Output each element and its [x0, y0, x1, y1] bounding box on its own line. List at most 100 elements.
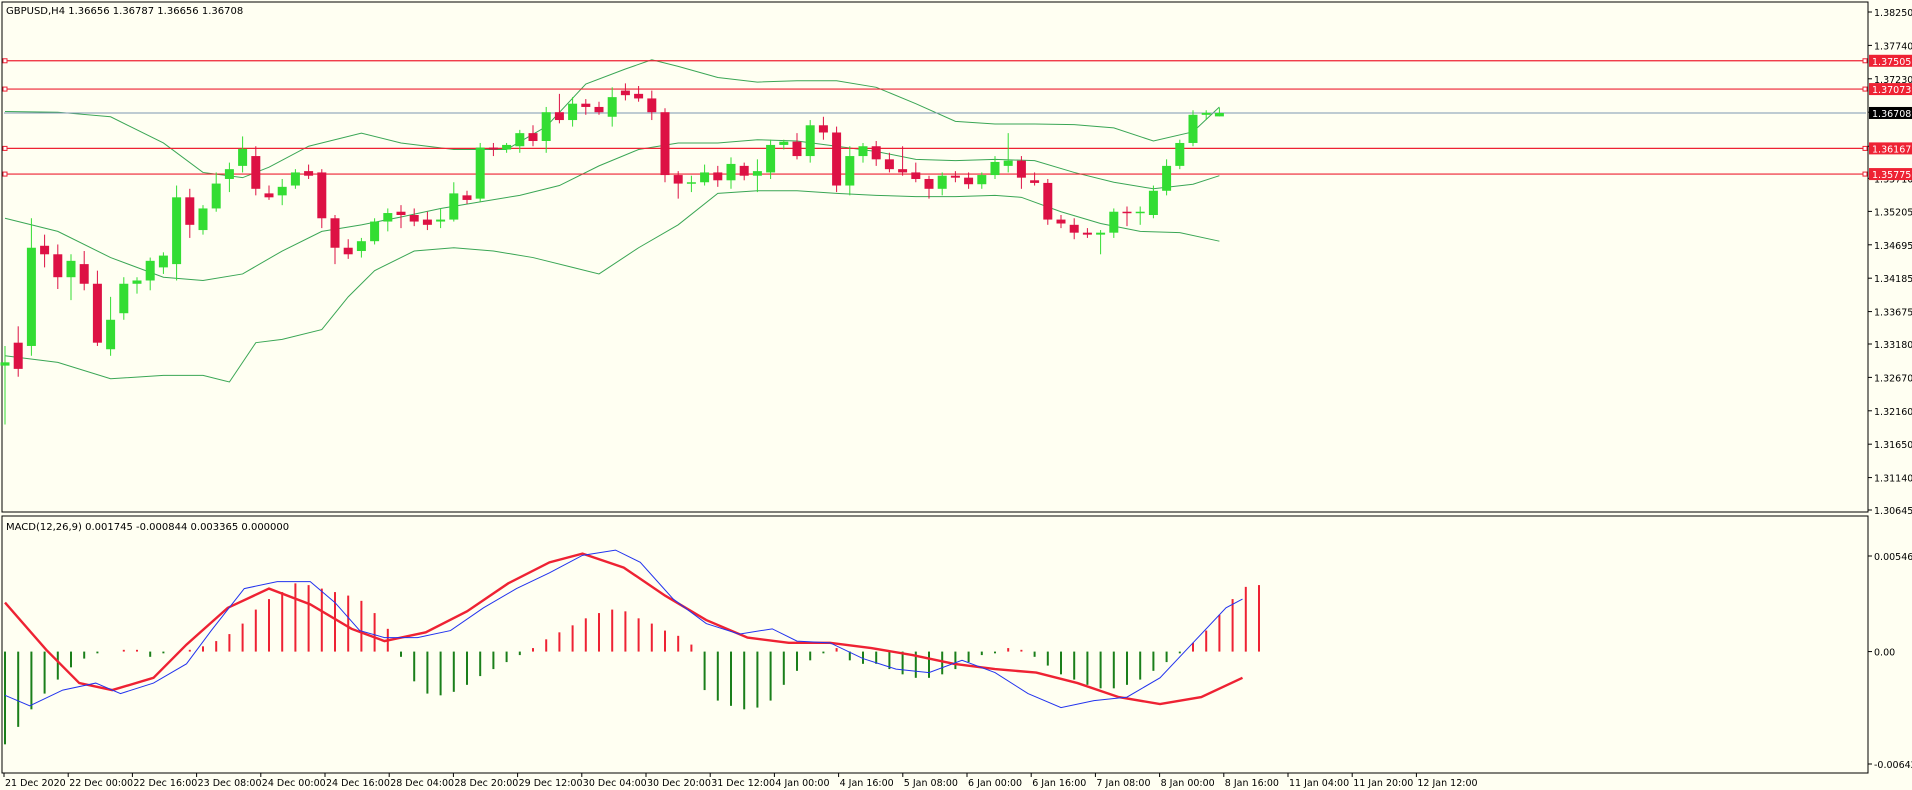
candle-body-bull — [26, 247, 36, 346]
price-pane-title: GBPUSD,H4 1.36656 1.36787 1.36656 1.3670… — [6, 6, 243, 17]
macd-tick-label: 0.00 — [1874, 648, 1895, 659]
level-lines[interactable]: 1.37505 1.37073 1.36167 1.35775 — [2, 54, 1912, 181]
time-tick-label: 30 Dec 20:00 — [647, 778, 711, 789]
candle-body-bear — [1043, 182, 1053, 220]
candle-body-bear — [409, 214, 419, 222]
price-tick-label: 1.35205 — [1874, 207, 1912, 218]
time-tick-label: 23 Dec 08:00 — [198, 778, 262, 789]
level-anchor-handle — [2, 145, 8, 151]
level-price-label: 1.36167 — [1872, 144, 1911, 155]
candle-body-bull — [1135, 211, 1145, 214]
bollinger-middle-band — [4, 139, 1220, 281]
time-tick-label: 29 Dec 12:00 — [519, 778, 583, 789]
price-tick-label: 1.31140 — [1874, 474, 1912, 485]
candle-body-bear — [620, 90, 630, 96]
macd-histogram — [4, 583, 1260, 745]
time-tick-label: 30 Dec 04:00 — [583, 778, 647, 789]
candle-body-bear — [304, 171, 314, 176]
candle-body-bear — [1069, 224, 1079, 233]
candle-body-bull — [1214, 112, 1224, 117]
time-tick-label: 6 Jan 00:00 — [968, 778, 1022, 789]
price-tick-label: 1.30645 — [1874, 506, 1912, 517]
time-tick-label: 28 Dec 20:00 — [454, 778, 518, 789]
candle-body-bull — [502, 144, 512, 150]
candle-body-bear — [264, 193, 274, 198]
candle-body-bear — [185, 197, 195, 225]
level-anchor-handle — [1862, 86, 1868, 92]
candle-body-bull — [0, 362, 10, 366]
level-price-label: 1.37073 — [1872, 85, 1911, 96]
candle-body-bull — [515, 133, 525, 147]
candle-body-bull — [752, 171, 762, 176]
candle-body-bull — [158, 255, 168, 268]
candle-body-bear — [898, 169, 908, 173]
price-tick-label: 1.38250 — [1874, 8, 1912, 19]
candle-body-bear — [964, 177, 974, 185]
candle-body-bull — [436, 219, 446, 222]
price-tick-label: 1.32160 — [1874, 407, 1912, 418]
candle-body-bull — [541, 112, 551, 142]
level-anchor-handle — [2, 171, 8, 177]
candle-body-bear — [871, 146, 881, 160]
candle-body-bull — [106, 319, 116, 350]
candle-body-bear — [660, 112, 670, 176]
candle-body-bear — [488, 147, 498, 150]
level-price-label: 1.37505 — [1872, 57, 1911, 68]
level-anchor-handle — [2, 86, 8, 92]
price-tick-label: 1.34695 — [1874, 241, 1912, 252]
candle-body-bull — [449, 193, 459, 220]
time-tick-label: 24 Dec 00:00 — [262, 778, 326, 789]
candle-body-bull — [290, 172, 300, 186]
candle-body-bear — [884, 159, 894, 170]
candle-body-bull — [132, 280, 142, 284]
time-tick-label: 12 Jan 12:00 — [1417, 778, 1477, 789]
candle-body-bull — [805, 125, 815, 157]
candle-body-bear — [924, 178, 934, 189]
bollinger-lower-band — [4, 190, 1220, 383]
time-tick-label: 7 Jan 08:00 — [1096, 778, 1150, 789]
time-tick-label: 28 Dec 04:00 — [390, 778, 454, 789]
candle-body-bear — [53, 254, 63, 278]
candle-body-bull — [66, 260, 76, 278]
macd-lines — [4, 549, 1244, 709]
level-price-tag — [1869, 142, 1912, 155]
time-tick-label: 11 Jan 20:00 — [1353, 778, 1413, 789]
time-tick-label: 8 Jan 16:00 — [1225, 778, 1279, 789]
candle-body-bear — [950, 175, 960, 178]
level-price-label: 1.35775 — [1872, 170, 1911, 181]
price-tick-label: 1.37230 — [1874, 75, 1912, 86]
level-anchor-handle — [1862, 58, 1868, 64]
level-price-tag — [1869, 54, 1912, 67]
candle-body-bear — [713, 172, 723, 181]
price-pane[interactable]: 1.382501.377401.372301.367201.362001.357… — [0, 1, 1912, 517]
candle-body-bear — [343, 247, 353, 255]
macd-signal-line — [4, 552, 1244, 706]
time-tick-label: 22 Dec 16:00 — [133, 778, 197, 789]
time-tick-label: 24 Dec 16:00 — [326, 778, 390, 789]
candle-body-bear — [554, 112, 564, 121]
candle-body-bull — [990, 161, 1000, 176]
candle-body-bear — [1122, 211, 1132, 214]
candle-body-bull — [858, 146, 868, 157]
candle-body-bear — [462, 195, 472, 200]
candle-body-bull — [977, 175, 987, 185]
candle-body-bull — [568, 103, 578, 121]
candle-body-bull — [475, 147, 485, 199]
candle-body-bear — [739, 165, 749, 176]
time-tick-label: 11 Jan 04:00 — [1289, 778, 1349, 789]
price-tick-label: 1.33675 — [1874, 308, 1912, 319]
macd-tick-label: -0.006424 — [1874, 760, 1912, 771]
price-line-group: 1.36708 — [4, 106, 1912, 120]
macd-pane[interactable]: 0.005462 0.00 -0.006424 MACD(12,26,9) 0.00… — [1, 515, 1912, 774]
current-price-tag — [1869, 106, 1912, 119]
candle-body-bull — [383, 213, 393, 222]
price-tick-label: 1.34185 — [1874, 274, 1912, 285]
time-axis: 21 Dec 2020 22 Dec 00:00 22 Dec 16:00 23 De… — [3, 773, 1478, 789]
time-tick-label: 5 Jan 08:00 — [904, 778, 958, 789]
candle-body-bear — [818, 125, 828, 133]
time-tick-label: 8 Jan 00:00 — [1161, 778, 1215, 789]
macd-main-line — [4, 549, 1243, 709]
time-tick-label: 31 Dec 12:00 — [711, 778, 775, 789]
candle-body-bull — [277, 186, 287, 196]
candle-body-bull — [700, 172, 710, 183]
